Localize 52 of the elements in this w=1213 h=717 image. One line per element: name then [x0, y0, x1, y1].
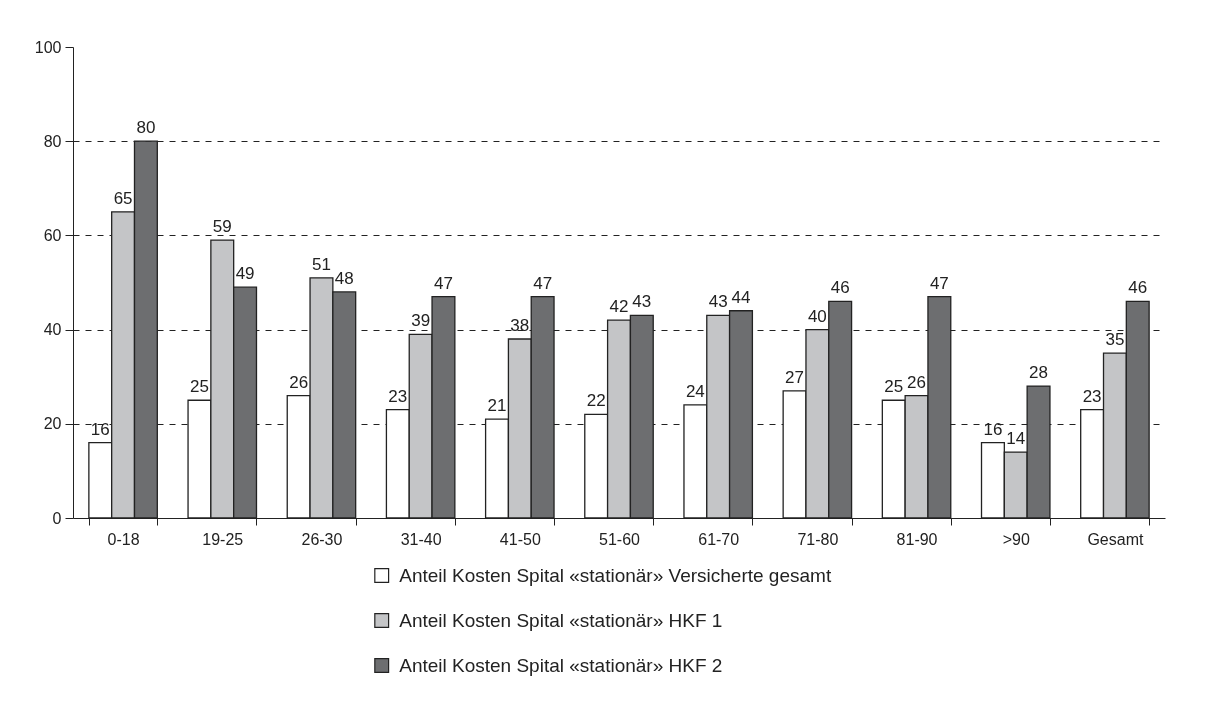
y-tick-label: 40 — [43, 321, 62, 339]
x-tick-label: >90 — [1002, 530, 1030, 548]
data-label: 14 — [1006, 429, 1026, 449]
data-label: 24 — [685, 381, 705, 401]
data-label: 47 — [929, 273, 949, 293]
data-label: 26 — [907, 372, 927, 392]
y-tick-label: 0 — [52, 509, 62, 527]
data-label: 59 — [212, 217, 232, 237]
data-label: 65 — [113, 188, 133, 208]
data-label: 23 — [388, 386, 408, 406]
data-label: 48 — [334, 268, 354, 288]
x-tick-label: 51-60 — [599, 530, 641, 548]
x-tick-label: 26-30 — [301, 530, 343, 548]
y-tick-label: 20 — [43, 415, 62, 433]
x-tick-label: 61-70 — [698, 530, 740, 548]
legend-label: Anteil Kosten Spital «stationär» HKF 2 — [399, 654, 723, 676]
data-label: 35 — [1105, 330, 1125, 350]
data-label: 49 — [235, 264, 255, 284]
data-label: 43 — [632, 292, 652, 312]
y-tick-label: 80 — [43, 132, 62, 150]
x-tick-label: 19-25 — [202, 530, 244, 548]
data-label: 25 — [190, 377, 209, 397]
x-tick-label: 31-40 — [400, 530, 442, 548]
data-label: 46 — [830, 278, 850, 298]
data-label: 21 — [487, 396, 507, 416]
x-tick-label: 81-90 — [896, 530, 938, 548]
data-label: 16 — [90, 419, 110, 439]
x-tick-label: 71-80 — [797, 530, 839, 548]
data-label: 25 — [884, 377, 904, 397]
data-label: 46 — [1128, 278, 1148, 298]
data-label: 47 — [533, 273, 553, 293]
data-label: 44 — [731, 287, 751, 307]
data-label: 23 — [1082, 386, 1102, 406]
y-tick-label: 100 — [34, 38, 62, 56]
data-label: 80 — [136, 118, 156, 138]
y-tick-label: 60 — [43, 226, 62, 244]
data-label: 22 — [586, 391, 606, 411]
data-label: 51 — [311, 254, 331, 274]
data-label: 47 — [433, 273, 453, 293]
data-label: 40 — [807, 306, 827, 326]
data-label: 39 — [411, 311, 431, 331]
data-label: 26 — [289, 372, 309, 392]
data-label: 28 — [1029, 363, 1048, 383]
data-label: 27 — [785, 367, 805, 387]
legend-label: Anteil Kosten Spital «stationär» HKF 1 — [399, 609, 723, 631]
x-tick-label: Gesamt — [1087, 530, 1144, 548]
x-tick-label: 41-50 — [499, 530, 541, 548]
x-tick-label: 0-18 — [107, 530, 140, 548]
data-label: 38 — [510, 316, 530, 336]
legend-label: Anteil Kosten Spital «stationär» Versicherte gesamt — [399, 564, 832, 586]
data-label: 43 — [708, 292, 728, 312]
data-label: 42 — [609, 297, 629, 317]
